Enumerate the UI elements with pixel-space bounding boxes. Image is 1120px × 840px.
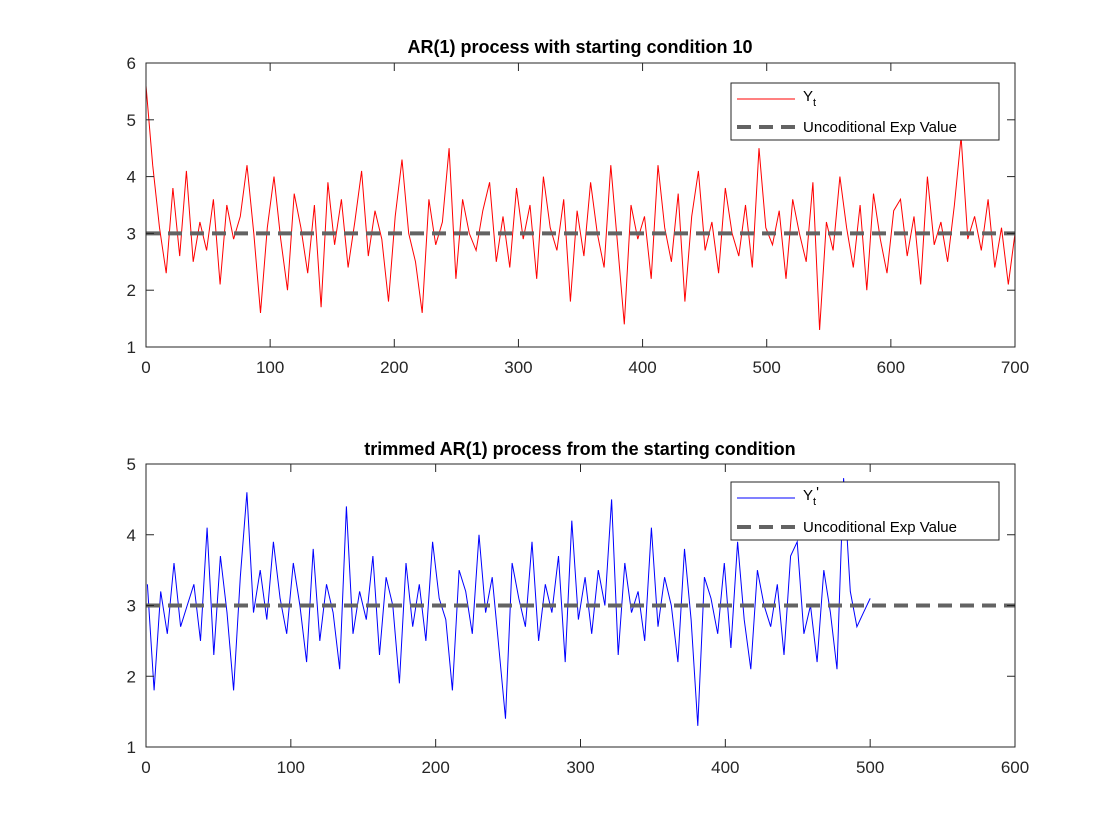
top-legend-label-mean: Uncoditional Exp Value (803, 119, 957, 136)
bottom-x-ticks: 0 100 200 300 400 500 600 (141, 464, 1029, 777)
bottom-legend: Yt' Uncoditional Exp Value (730, 481, 1000, 541)
bottom-y-tick-label: 5 (127, 455, 136, 474)
top-x-tick-label: 700 (1001, 358, 1029, 377)
bottom-y-ticks: 1 2 3 4 5 (127, 455, 1015, 757)
top-x-tick-label: 400 (628, 358, 656, 377)
bottom-legend-prime: ' (816, 484, 819, 501)
top-x-tick-label: 300 (504, 358, 532, 377)
bottom-x-tick-label: 300 (566, 758, 594, 777)
bottom-y-tick-label: 4 (127, 526, 136, 545)
top-title: AR(1) process with starting condition 10 (407, 37, 752, 57)
top-legend-subscript: t (813, 97, 816, 109)
top-y-tick-label: 3 (127, 224, 136, 243)
top-legend-box (730, 82, 1000, 141)
top-y-tick-label: 4 (127, 168, 136, 187)
bottom-x-tick-label: 100 (277, 758, 305, 777)
bottom-x-tick-label: 400 (711, 758, 739, 777)
top-y-tick-label: 2 (127, 281, 136, 300)
top-legend: Yt Uncoditional Exp Value (730, 82, 1000, 141)
bottom-x-tick-label: 200 (421, 758, 449, 777)
top-x-tick-label: 200 (380, 358, 408, 377)
top-x-tick-label: 500 (753, 358, 781, 377)
bottom-y-tick-label: 2 (127, 667, 136, 686)
top-x-tick-label: 0 (141, 358, 150, 377)
top-x-tick-label: 600 (877, 358, 905, 377)
top-x-tick-label: 100 (256, 358, 284, 377)
bottom-x-tick-label: 0 (141, 758, 150, 777)
top-legend-name: Y (803, 88, 813, 105)
bottom-legend-label-mean: Uncoditional Exp Value (803, 519, 957, 536)
top-y-tick-label: 1 (127, 338, 136, 357)
bottom-legend-subscript: t (813, 496, 816, 508)
top-y-tick-label: 6 (127, 54, 136, 73)
top-y-ticks: 1 2 3 4 5 6 (127, 54, 1015, 357)
top-plot-area (145, 85, 1016, 331)
top-process-line (145, 85, 1016, 331)
top-x-ticks: 0 100 200 300 400 500 600 700 (141, 63, 1029, 377)
bottom-legend-box (730, 481, 1000, 541)
bottom-x-tick-label: 600 (1001, 758, 1029, 777)
bottom-legend-label-yt: Yt' (803, 484, 819, 508)
bottom-y-tick-label: 1 (127, 738, 136, 757)
top-y-tick-label: 5 (127, 111, 136, 130)
bottom-x-tick-label: 500 (856, 758, 884, 777)
top-legend-label-yt: Yt (803, 88, 816, 109)
bottom-title: trimmed AR(1) process from the starting … (364, 439, 795, 459)
top-axes-box (145, 62, 1016, 348)
top-subplot: AR(1) process with starting condition 10… (127, 37, 1030, 377)
bottom-legend-name: Y (803, 487, 813, 504)
bottom-plot-area (146, 478, 1015, 726)
bottom-y-tick-label: 3 (127, 597, 136, 616)
bottom-subplot: trimmed AR(1) process from the starting … (127, 439, 1030, 777)
